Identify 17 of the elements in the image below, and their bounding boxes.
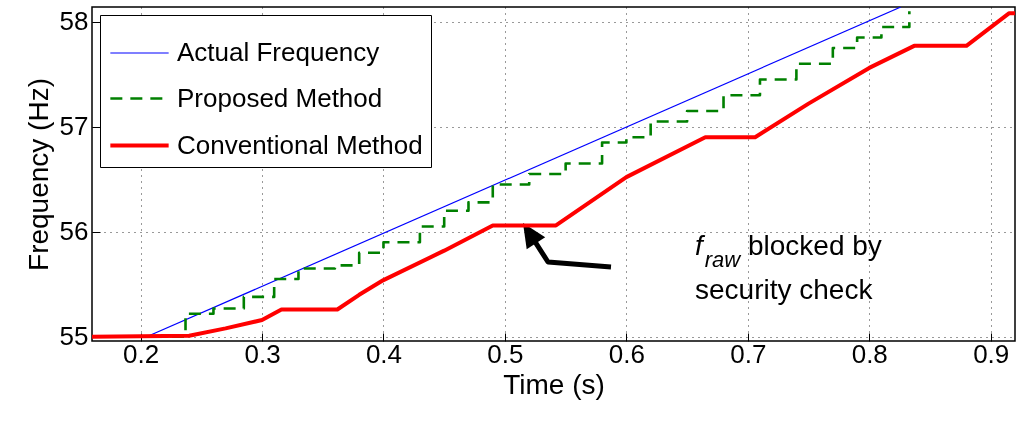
x-axis-title: Time (s) xyxy=(503,368,605,400)
x-tick-label: 0.5 xyxy=(487,338,524,369)
x-tick-label: 0.9 xyxy=(973,338,1010,369)
x-tick-label: 0.7 xyxy=(730,338,767,369)
y-tick-label: 55 xyxy=(59,321,89,352)
x-tick-label: 0.3 xyxy=(244,338,281,369)
legend-label: Conventional Method xyxy=(177,129,423,160)
legend-label: Actual Frequency xyxy=(177,37,380,67)
y-tick-label: 56 xyxy=(59,216,89,247)
legend-label: Proposed Method xyxy=(177,82,383,113)
y-tick-label: 58 xyxy=(59,6,89,37)
x-tick-label: 0.2 xyxy=(123,338,160,369)
y-tick-label: 57 xyxy=(59,111,89,142)
x-tick-label: 0.6 xyxy=(608,338,645,369)
x-tick-label: 0.8 xyxy=(851,338,888,369)
x-tick-label: 0.4 xyxy=(365,338,403,369)
y-axis-title: Frequency (Hz) xyxy=(22,78,54,271)
